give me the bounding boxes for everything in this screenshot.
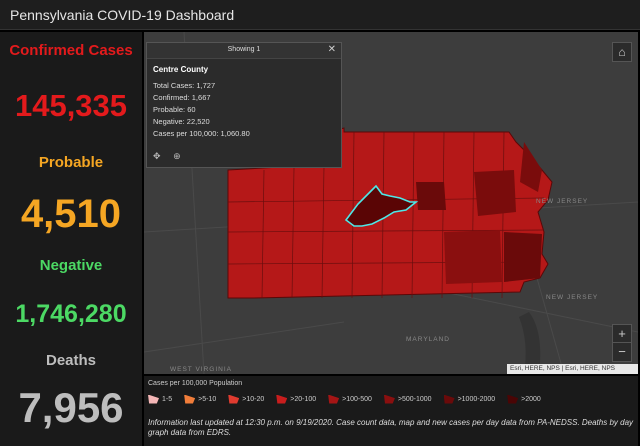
- map-canvas: [144, 32, 638, 374]
- legend-item: >20-100: [276, 392, 316, 406]
- legend-item-label: >10-20: [242, 395, 265, 403]
- legend-swatch: [148, 394, 159, 404]
- legend-item: >10-20: [228, 392, 264, 406]
- confirmed-label: Confirmed Cases: [9, 42, 133, 59]
- legend-title: Cases per 100,000 Population: [148, 380, 243, 387]
- bay-water: [519, 312, 541, 374]
- legend-item-label: >100-500: [342, 395, 372, 403]
- legend-item: 1-5: [148, 392, 172, 406]
- popup-county-name: Centre County: [153, 65, 209, 74]
- probable-value: 4,510: [20, 192, 122, 236]
- legend-item: >5-10: [184, 392, 216, 406]
- legend-swatch: [383, 394, 395, 404]
- title-bar: Pennsylvania COVID-19 Dashboard: [0, 0, 640, 30]
- dashboard-title: Pennsylvania COVID-19 Dashboard: [10, 7, 235, 23]
- legend-item-label: >1000-2000: [457, 395, 496, 403]
- centre-county-highlight[interactable]: [344, 184, 419, 227]
- popup-header: Showing 1 ✕: [147, 43, 341, 59]
- move-icon[interactable]: ✥: [153, 151, 161, 161]
- county-dark-5[interactable]: [520, 142, 542, 192]
- legend-item-label: >5-10: [198, 395, 217, 403]
- map-label-maryland: MARYLAND: [406, 336, 451, 343]
- legend-item: >1000-2000: [443, 392, 496, 406]
- zoom-in-button[interactable]: +: [613, 325, 631, 343]
- legend-swatch: [443, 394, 455, 404]
- legend-item: >2000: [507, 392, 541, 406]
- zoom-out-button[interactable]: −: [618, 344, 626, 359]
- county-dark-4[interactable]: [504, 232, 542, 282]
- legend-item: >100-500: [328, 392, 372, 406]
- map-attribution: Esri, HERE, NPS | Esri, HERE, NPS: [507, 364, 638, 374]
- popup-showing-count: Showing 1: [227, 46, 261, 53]
- legend-item-label: >20-100: [290, 395, 317, 403]
- legend-item-label: >2000: [521, 395, 541, 403]
- update-info-note: Information last updated at 12:30 p.m. o…: [148, 418, 634, 437]
- map-legend: Cases per 100,000 Population 1-5 >5-10 >…: [144, 376, 638, 446]
- legend-swatch: [328, 394, 340, 404]
- popup-cases-per-100k: Cases per 100,000: 1,060.80: [153, 129, 250, 138]
- popup-total-cases: Total Cases: 1,727: [153, 81, 216, 90]
- negative-label: Negative: [39, 257, 103, 274]
- home-icon[interactable]: ⌂: [612, 42, 632, 62]
- deaths-label: Deaths: [45, 352, 97, 369]
- legend-items: 1-5 >5-10 >10-20 >20-100 >100-500 >500-1…: [148, 392, 553, 406]
- popup-tools: ✥ ⊕: [153, 151, 191, 162]
- zoom-to-icon[interactable]: ⊕: [173, 151, 181, 161]
- legend-swatch: [507, 394, 519, 404]
- popup-probable: Probable: 60: [153, 105, 196, 114]
- popup-negative: Negative: 22,520: [153, 117, 210, 126]
- map-view[interactable]: NEW JERSEY NEW JERSEY MARYLAND WEST VIRG…: [144, 32, 638, 374]
- map-label-new-jersey: NEW JERSEY: [536, 198, 589, 205]
- legend-swatch: [276, 394, 288, 404]
- legend-item-label: >500-1000: [397, 395, 432, 403]
- county-dark-3[interactable]: [444, 230, 502, 284]
- probable-label: Probable: [38, 154, 104, 171]
- zoom-controls: + −: [612, 324, 632, 362]
- legend-item: >500-1000: [383, 392, 432, 406]
- popup-confirmed: Confirmed: 1,667: [153, 93, 211, 102]
- negative-value: 1,746,280: [15, 300, 127, 328]
- map-label-new-jersey-south: NEW JERSEY: [546, 294, 599, 301]
- county-dark-2[interactable]: [416, 182, 446, 210]
- county-dark-1[interactable]: [474, 170, 516, 216]
- legend-swatch: [228, 394, 240, 404]
- legend-swatch: [184, 394, 196, 404]
- confirmed-value: 145,335: [14, 88, 128, 123]
- map-label-west-virginia: WEST VIRGINIA: [170, 366, 232, 373]
- close-icon[interactable]: ✕: [327, 44, 336, 55]
- county-popup: Showing 1 ✕ Centre County Total Cases: 1…: [146, 42, 342, 168]
- stats-panel: Confirmed Cases 145,335 Probable 4,510 N…: [0, 32, 142, 446]
- deaths-value: 7,956: [18, 384, 124, 431]
- legend-item-label: 1-5: [162, 395, 173, 403]
